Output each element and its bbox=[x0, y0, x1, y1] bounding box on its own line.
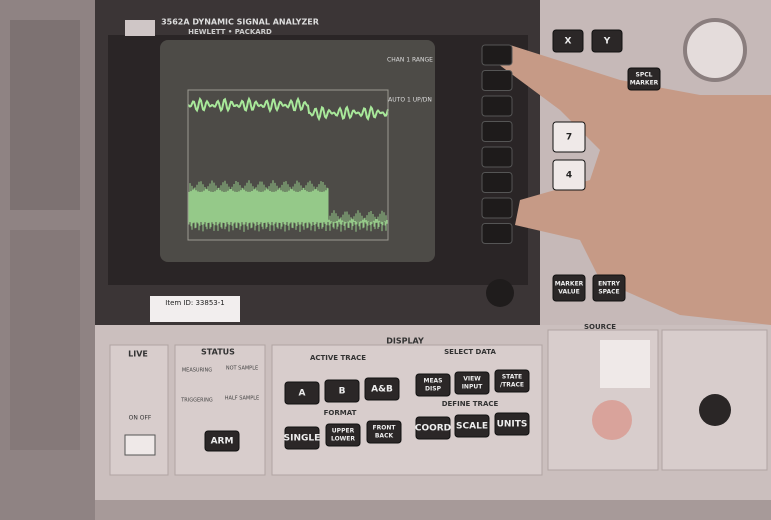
button-label: B bbox=[339, 387, 346, 397]
button[interactable] bbox=[552, 121, 586, 153]
softkey-label: AUTO 1 UP/DN bbox=[388, 97, 432, 104]
label: ACTIVE TRACE bbox=[310, 354, 366, 362]
button[interactable] bbox=[364, 377, 400, 401]
label: STATUS bbox=[201, 348, 235, 357]
status-section bbox=[174, 344, 266, 476]
indicator-label: MEASURING bbox=[182, 368, 212, 374]
button[interactable] bbox=[366, 420, 402, 444]
button-label: 7 bbox=[566, 133, 572, 143]
label: DEFINE TRACE bbox=[442, 400, 499, 408]
knob[interactable] bbox=[683, 18, 747, 82]
button[interactable] bbox=[204, 430, 240, 452]
model-name: 3562A DYNAMIC SIGNAL ANALYZER bbox=[161, 18, 319, 27]
button[interactable] bbox=[494, 369, 530, 393]
button-label: UNITS bbox=[497, 420, 528, 430]
button-label: UPPER bbox=[332, 428, 355, 435]
asset-label: Item ID: 33853-1 bbox=[165, 299, 224, 307]
button-label: ENTRY bbox=[598, 281, 621, 288]
button-label: VALUE bbox=[558, 289, 579, 296]
button[interactable] bbox=[454, 371, 490, 395]
softkey[interactable] bbox=[481, 121, 513, 142]
label: DISPLAY bbox=[386, 337, 424, 346]
crt-screen bbox=[160, 40, 435, 262]
button-label: DISP bbox=[425, 386, 442, 393]
button-label: COORD bbox=[415, 424, 451, 434]
indicator-label: TRIGGERING bbox=[180, 398, 213, 404]
softkey[interactable] bbox=[481, 95, 513, 117]
intensity-knob[interactable] bbox=[486, 279, 514, 307]
button-label: SINGLE bbox=[284, 434, 321, 444]
button[interactable] bbox=[494, 412, 530, 436]
hand bbox=[490, 45, 771, 325]
button[interactable] bbox=[284, 381, 320, 405]
button-label: BACK bbox=[375, 433, 394, 440]
softkey[interactable] bbox=[481, 197, 513, 219]
button[interactable] bbox=[627, 67, 661, 91]
trace-upper bbox=[187, 96, 389, 122]
switch-label: ON OFF bbox=[129, 415, 152, 422]
button-label: A&B bbox=[371, 385, 393, 395]
softkey[interactable] bbox=[481, 44, 513, 66]
hp-logo bbox=[125, 20, 155, 36]
button[interactable] bbox=[552, 159, 586, 191]
button-label: X bbox=[565, 37, 572, 47]
button-label: MARKER bbox=[630, 80, 659, 87]
softkey[interactable] bbox=[481, 70, 513, 91]
button[interactable] bbox=[324, 379, 360, 403]
input-connector[interactable] bbox=[699, 394, 731, 426]
softkey[interactable] bbox=[481, 223, 513, 244]
button[interactable] bbox=[325, 423, 361, 447]
asset-tag bbox=[150, 296, 240, 322]
button-label: SCALE bbox=[456, 422, 488, 432]
button-label: SPCL bbox=[636, 72, 653, 79]
button[interactable] bbox=[454, 414, 490, 438]
button-label: Y bbox=[603, 37, 611, 47]
button-label: MARKER bbox=[555, 281, 584, 288]
brand: HEWLETT • PACKARD bbox=[188, 28, 272, 36]
button[interactable] bbox=[415, 373, 451, 397]
label: LIVE bbox=[128, 350, 148, 359]
indicator-label: NOT SAMPLE bbox=[226, 366, 258, 372]
button-label: LOWER bbox=[331, 436, 355, 443]
side-vent bbox=[10, 230, 80, 450]
button-label: /TRACE bbox=[500, 382, 524, 389]
softkey[interactable] bbox=[481, 146, 513, 168]
display-section bbox=[271, 344, 543, 476]
button-label: MEAS bbox=[423, 378, 442, 385]
button-label: VIEW bbox=[463, 376, 481, 383]
source-button[interactable] bbox=[592, 400, 632, 440]
side-vent bbox=[10, 20, 80, 210]
power-switch[interactable] bbox=[124, 434, 156, 456]
button[interactable] bbox=[552, 29, 584, 53]
indicator-label: HALF SAMPLE bbox=[225, 396, 259, 402]
button-label: A bbox=[299, 389, 306, 399]
button-label: FRONT bbox=[373, 425, 397, 432]
calibration-sticker bbox=[600, 340, 650, 388]
button-label: STATE bbox=[502, 374, 522, 381]
softkey[interactable] bbox=[481, 172, 513, 193]
button-label: ARM bbox=[211, 437, 234, 447]
label: SOURCE bbox=[584, 323, 616, 331]
hand-shape bbox=[490, 45, 771, 325]
button[interactable] bbox=[592, 274, 626, 302]
button-label: INPUT bbox=[462, 384, 484, 391]
label: SELECT DATA bbox=[444, 348, 496, 356]
button[interactable] bbox=[284, 426, 320, 450]
button-label: 4 bbox=[566, 171, 572, 181]
label: FORMAT bbox=[324, 409, 357, 417]
plot-frame bbox=[187, 89, 389, 241]
button-label: SPACE bbox=[598, 289, 619, 296]
button[interactable] bbox=[591, 29, 623, 53]
button[interactable] bbox=[415, 416, 451, 440]
button[interactable] bbox=[552, 274, 586, 302]
softkey-label: CHAN 1 RANGE bbox=[387, 57, 433, 64]
